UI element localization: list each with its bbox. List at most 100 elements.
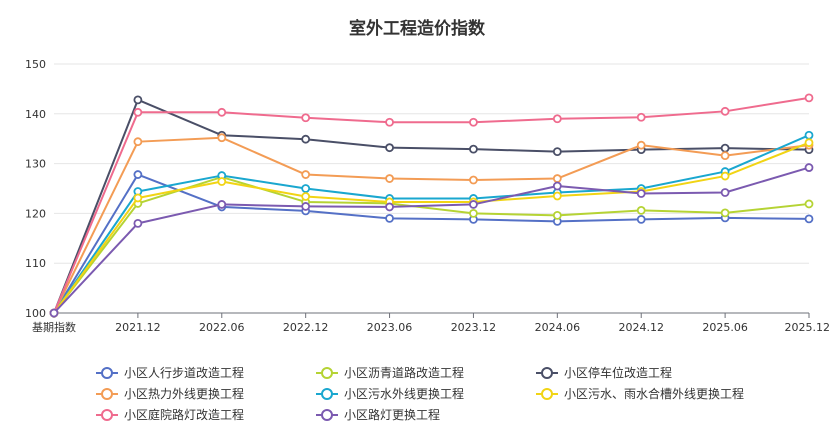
data-point[interactable] [552,147,562,157]
data-point[interactable] [804,138,814,148]
legend-label: 小区污水、雨水合槽外线更换工程 [564,386,744,401]
grid-lines [54,63,809,264]
series-group [49,138,814,318]
series-line [53,136,810,314]
data-point[interactable] [636,206,646,215]
data-point[interactable] [301,202,311,211]
x-tick-label: 2025.06 [702,321,748,334]
data-point[interactable] [804,163,814,172]
y-tick-label: 100 [25,307,46,320]
data-point[interactable] [217,200,227,209]
legend-swatch-marker [321,409,333,421]
legend-label: 小区路灯更换工程 [344,407,440,422]
legend-item[interactable]: 小区污水、雨水合槽外线更换工程 [536,386,744,401]
legend-swatch-marker [541,388,553,400]
data-point[interactable] [301,113,311,123]
series-line [53,98,810,314]
legend-label: 小区热力外线更换工程 [124,386,244,401]
legend-item[interactable]: 小区停车位改造工程 [536,365,672,380]
data-point[interactable] [469,175,478,185]
data-point[interactable] [804,214,814,224]
data-point[interactable] [469,117,478,127]
data-point[interactable] [636,189,646,198]
legend-item[interactable]: 小区沥青道路改造工程 [316,365,464,380]
legend-swatch-marker [321,388,333,400]
data-point[interactable] [720,151,730,161]
data-point[interactable] [720,171,730,181]
legend-swatch-marker [541,367,553,379]
series-group [49,172,814,318]
data-point[interactable] [720,208,730,218]
x-tick-label: 2024.12 [618,321,664,334]
series-group [49,130,814,318]
data-point[interactable] [636,140,646,150]
data-point[interactable] [552,114,562,124]
x-tick-label: 2024.06 [535,321,581,334]
data-point[interactable] [133,193,143,203]
legend-swatch-marker [101,409,113,421]
x-tick-label: 2022.12 [283,321,329,334]
series-line [53,173,810,314]
data-point[interactable] [301,184,311,193]
data-point[interactable] [720,188,730,197]
chart-title: 室外工程造价指数 [349,18,486,39]
data-point[interactable] [217,133,227,143]
data-point[interactable] [217,177,227,186]
series-group [49,163,814,318]
data-point[interactable] [636,214,646,224]
x-tick-label: 2025.12 [785,321,831,334]
data-point[interactable] [552,181,562,191]
y-tick-label: 110 [25,257,46,270]
data-point[interactable] [385,143,394,153]
y-tick-label: 130 [25,158,46,171]
x-tick-label: 2023.12 [451,321,497,334]
data-point[interactable] [385,213,394,223]
data-point[interactable] [804,199,814,209]
series-lines [49,93,814,318]
x-tick-label: 2021.12 [115,321,161,334]
legend-label: 小区人行步道改造工程 [124,365,244,380]
data-point[interactable] [133,218,143,228]
data-point[interactable] [469,208,478,218]
data-point[interactable] [301,192,311,201]
data-point[interactable] [720,143,730,153]
data-point[interactable] [133,107,143,117]
legend-label: 小区庭院路灯改造工程 [124,407,244,422]
data-point[interactable] [720,106,730,116]
legend-item[interactable]: 小区污水外线更换工程 [316,386,464,401]
data-point[interactable] [385,117,394,127]
data-point[interactable] [469,200,478,209]
data-point[interactable] [217,107,227,117]
data-point[interactable] [133,170,143,179]
series-line [53,141,810,314]
x-tick-label: 2022.06 [199,321,245,334]
series-line [53,134,810,314]
data-point[interactable] [385,202,394,212]
legend-item[interactable]: 小区庭院路灯改造工程 [96,407,244,422]
legend-item[interactable]: 小区人行步道改造工程 [96,365,244,380]
series-group [49,93,814,318]
y-tick-label: 150 [25,58,46,71]
legend-swatch-marker [101,388,113,400]
data-point[interactable] [804,93,814,103]
series-line [53,166,810,314]
data-point[interactable] [804,130,814,140]
data-point[interactable] [552,210,562,220]
data-point[interactable] [301,170,311,179]
data-point[interactable] [552,191,562,201]
data-point[interactable] [469,144,478,154]
axes: 100 110 120 130 140 150 基期指数 2021.12 2022.06 2022… [25,58,830,334]
data-point[interactable] [49,308,59,318]
data-point[interactable] [301,134,311,144]
x-tick-label: 基期指数 [32,320,76,334]
legend-item[interactable]: 小区热力外线更换工程 [96,386,244,401]
legend: 小区人行步道改造工程 小区沥青道路改造工程 小区停车位改造工程小区热力外线更换工程小… [96,365,744,422]
data-point[interactable] [133,137,143,147]
data-point[interactable] [636,112,646,122]
data-point[interactable] [385,174,394,183]
legend-item[interactable]: 小区路灯更换工程 [316,407,440,422]
data-point[interactable] [133,95,143,105]
series-group [49,133,814,318]
data-point[interactable] [552,174,562,183]
series-line [53,96,810,314]
